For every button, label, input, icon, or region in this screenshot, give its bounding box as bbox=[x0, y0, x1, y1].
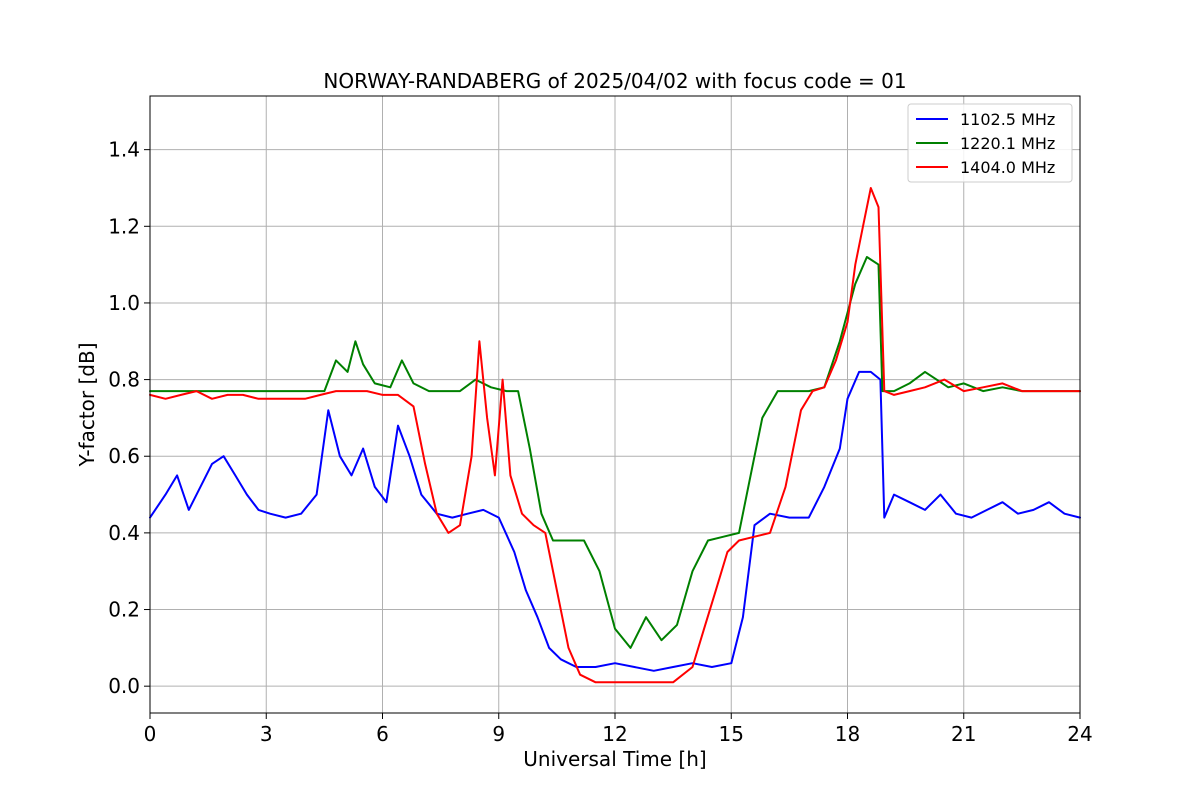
legend-label: 1404.0 MHz bbox=[960, 158, 1055, 177]
series-line-3 bbox=[149, 187, 1081, 684]
legend-label: 1102.5 MHz bbox=[960, 110, 1055, 129]
y-tick-label: 0.2 bbox=[108, 598, 140, 622]
y-tick-label: 1.0 bbox=[108, 291, 140, 315]
x-tick-label: 18 bbox=[835, 722, 860, 746]
x-tick-label: 3 bbox=[260, 722, 273, 746]
y-tick-label: 1.4 bbox=[108, 138, 140, 162]
x-axis-title: Universal Time [h] bbox=[523, 747, 706, 771]
legend-label: 1220.1 MHz bbox=[960, 134, 1055, 153]
x-tick-label: 12 bbox=[602, 722, 627, 746]
x-tick-label: 0 bbox=[144, 722, 157, 746]
y-tick-label: 0.4 bbox=[108, 521, 140, 545]
x-tick-label: 21 bbox=[951, 722, 976, 746]
y-tick-label: 0.0 bbox=[108, 674, 140, 698]
y-axis: 0.0 0.2 0.4 0.6 0.8 1.0 1.2 1.4 bbox=[108, 138, 150, 698]
y-tick-label: 0.8 bbox=[108, 368, 140, 392]
y-tick-label: 1.2 bbox=[108, 214, 140, 238]
y-axis-title: Y-factor [dB] bbox=[75, 342, 99, 467]
x-tick-label: 24 bbox=[1067, 722, 1092, 746]
legend-box bbox=[907, 103, 1073, 183]
series-layer bbox=[149, 187, 1081, 684]
legend: 1102.5 MHz 1220.1 MHz 1404.0 MHz bbox=[907, 103, 1073, 183]
x-tick-label: 15 bbox=[719, 722, 744, 746]
x-tick-label: 9 bbox=[492, 722, 505, 746]
x-axis: 0 3 6 9 12 15 18 21 24 bbox=[144, 713, 1093, 746]
chart-title: NORWAY-RANDABERG of 2025/04/02 with focu… bbox=[323, 69, 906, 93]
y-tick-label: 0.6 bbox=[108, 444, 140, 468]
x-tick-label: 6 bbox=[376, 722, 389, 746]
series-line-2 bbox=[149, 256, 1081, 649]
